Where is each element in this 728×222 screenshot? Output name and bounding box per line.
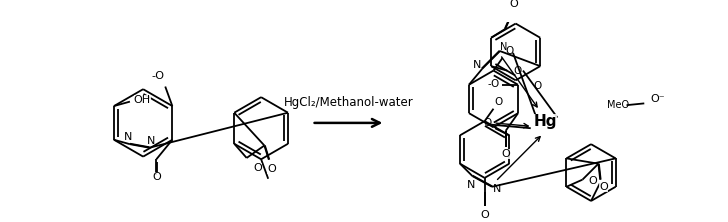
Text: O: O: [533, 81, 542, 91]
Text: -O: -O: [151, 71, 165, 81]
Text: O: O: [513, 66, 522, 76]
Text: N: N: [500, 42, 507, 52]
Text: O: O: [495, 97, 503, 107]
Text: O: O: [152, 172, 161, 182]
Text: Hg: Hg: [533, 114, 557, 129]
Text: N: N: [467, 180, 475, 190]
Text: N: N: [124, 132, 132, 142]
Text: O: O: [510, 0, 518, 9]
Text: N: N: [472, 60, 481, 70]
Text: N: N: [493, 184, 502, 194]
Text: O: O: [484, 118, 492, 128]
Text: O⁻: O⁻: [650, 94, 665, 104]
Text: O: O: [480, 210, 489, 220]
Text: O: O: [599, 182, 608, 192]
Text: O: O: [253, 163, 262, 173]
Text: O: O: [588, 176, 598, 186]
Text: OH: OH: [134, 95, 151, 105]
Text: HgCl₂/Methanol-water: HgCl₂/Methanol-water: [284, 96, 414, 109]
Text: N: N: [147, 136, 155, 146]
Text: O: O: [505, 46, 513, 56]
Text: O: O: [267, 164, 276, 174]
Text: -O: -O: [487, 79, 499, 89]
Text: O: O: [502, 149, 510, 159]
Text: MeO: MeO: [606, 100, 629, 110]
